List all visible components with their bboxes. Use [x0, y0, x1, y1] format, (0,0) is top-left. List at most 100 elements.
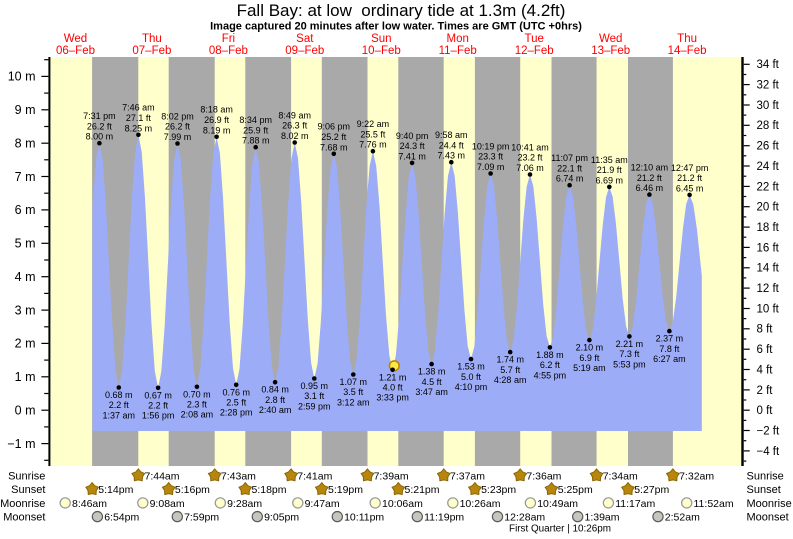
svg-text:2:08 am: 2:08 am: [181, 410, 214, 420]
svg-text:Moonrise: Moonrise: [0, 498, 45, 510]
svg-text:25.9 ft: 25.9 ft: [243, 125, 269, 135]
svg-text:07–Feb: 07–Feb: [132, 45, 171, 57]
svg-text:26.2 ft: 26.2 ft: [165, 122, 191, 132]
svg-text:26.3 ft: 26.3 ft: [282, 121, 308, 131]
svg-text:12:47 pm: 12:47 pm: [671, 163, 709, 173]
svg-text:22.1 ft: 22.1 ft: [557, 163, 583, 173]
svg-text:30 ft: 30 ft: [757, 100, 780, 112]
svg-text:2.21 m: 2.21 m: [616, 339, 644, 349]
svg-text:7:59pm: 7:59pm: [184, 512, 219, 524]
svg-text:1 m: 1 m: [15, 370, 36, 384]
svg-text:2.2 ft: 2.2 ft: [148, 401, 169, 411]
svg-text:8:46am: 8:46am: [72, 498, 107, 510]
svg-text:6.69 m: 6.69 m: [596, 175, 624, 185]
svg-text:8:34 pm: 8:34 pm: [239, 115, 272, 125]
svg-text:3.5 ft: 3.5 ft: [343, 387, 364, 397]
svg-text:3.1 ft: 3.1 ft: [304, 391, 325, 401]
svg-text:4:28 am: 4:28 am: [494, 375, 527, 385]
svg-text:21.2 ft: 21.2 ft: [637, 173, 663, 183]
svg-text:1.38 m: 1.38 m: [418, 367, 446, 377]
svg-text:4 m: 4 m: [15, 270, 36, 284]
svg-text:1:37 am: 1:37 am: [103, 410, 136, 420]
svg-text:Thu: Thu: [677, 33, 697, 45]
svg-text:3 m: 3 m: [15, 303, 36, 317]
svg-text:Sunset: Sunset: [747, 484, 781, 496]
svg-text:2 ft: 2 ft: [757, 385, 774, 397]
svg-text:Tue: Tue: [525, 33, 544, 45]
svg-text:1.07 m: 1.07 m: [340, 377, 368, 387]
svg-text:11:35 am: 11:35 am: [591, 155, 628, 165]
svg-text:1:56 pm: 1:56 pm: [142, 411, 175, 421]
svg-text:Image captured 20 minutes afte: Image captured 20 minutes after low wate…: [210, 21, 582, 33]
svg-text:10 ft: 10 ft: [757, 303, 780, 315]
svg-text:7:39am: 7:39am: [374, 470, 409, 482]
svg-text:26.9 ft: 26.9 ft: [204, 115, 230, 125]
svg-text:2.3 ft: 2.3 ft: [187, 400, 208, 410]
svg-text:1:39am: 1:39am: [585, 512, 620, 524]
svg-text:1.21 m: 1.21 m: [379, 372, 407, 382]
svg-text:0.95 m: 0.95 m: [301, 381, 329, 391]
svg-text:5:23pm: 5:23pm: [481, 484, 516, 496]
svg-text:3:12 am: 3:12 am: [337, 397, 370, 407]
svg-text:5.7 ft: 5.7 ft: [500, 365, 521, 375]
svg-text:2:40 am: 2:40 am: [259, 405, 292, 415]
svg-text:8:18 am: 8:18 am: [200, 105, 233, 115]
svg-text:9:05pm: 9:05pm: [264, 512, 299, 524]
svg-text:Moonrise: Moonrise: [747, 498, 792, 510]
svg-text:6.2 ft: 6.2 ft: [540, 360, 561, 370]
svg-text:3:47 am: 3:47 am: [415, 387, 448, 397]
svg-text:2:28 pm: 2:28 pm: [220, 408, 253, 418]
svg-text:7.43 m: 7.43 m: [438, 151, 466, 161]
svg-text:27.1 ft: 27.1 ft: [126, 113, 152, 123]
svg-text:4 ft: 4 ft: [757, 364, 774, 376]
svg-text:9:47am: 9:47am: [305, 498, 340, 510]
svg-text:2.5 ft: 2.5 ft: [226, 398, 247, 408]
svg-text:6.46 m: 6.46 m: [636, 183, 664, 193]
svg-text:5:19 am: 5:19 am: [573, 363, 606, 373]
svg-text:5:21pm: 5:21pm: [405, 484, 440, 496]
svg-text:21.2 ft: 21.2 ft: [677, 173, 703, 183]
svg-text:8 m: 8 m: [15, 137, 36, 151]
svg-text:10:41 am: 10:41 am: [511, 142, 549, 152]
svg-text:10:19 pm: 10:19 pm: [472, 141, 510, 151]
svg-text:11:52am: 11:52am: [694, 498, 734, 510]
svg-text:7.99 m: 7.99 m: [164, 132, 192, 142]
svg-text:6 m: 6 m: [15, 203, 36, 217]
svg-text:24.3 ft: 24.3 ft: [400, 141, 426, 151]
svg-text:5:27pm: 5:27pm: [634, 484, 669, 496]
svg-text:1.53 m: 1.53 m: [457, 362, 485, 372]
svg-text:8.00 m: 8.00 m: [86, 132, 114, 142]
svg-text:9:28am: 9:28am: [227, 498, 262, 510]
svg-text:−2 ft: −2 ft: [757, 425, 781, 437]
svg-text:4.0 ft: 4.0 ft: [383, 383, 404, 393]
svg-text:2.10 m: 2.10 m: [576, 343, 604, 353]
svg-text:Moonset: Moonset: [747, 512, 789, 524]
svg-text:14 ft: 14 ft: [757, 263, 780, 275]
svg-text:0.68 m: 0.68 m: [105, 390, 133, 400]
svg-text:Fall Bay: at low ordinary tid: Fall Bay: at low ordinary tide at 1.3m (…: [237, 1, 566, 20]
svg-text:6:27 am: 6:27 am: [653, 354, 686, 364]
svg-text:12–Feb: 12–Feb: [515, 45, 554, 57]
svg-text:5:16pm: 5:16pm: [175, 484, 210, 496]
svg-text:16 ft: 16 ft: [757, 242, 780, 254]
svg-text:7.09 m: 7.09 m: [477, 162, 505, 172]
svg-text:10:06am: 10:06am: [382, 498, 423, 510]
svg-text:−4 ft: −4 ft: [757, 446, 781, 458]
svg-text:7:32am: 7:32am: [679, 470, 714, 482]
svg-text:4:10 pm: 4:10 pm: [455, 382, 488, 392]
svg-text:7:44am: 7:44am: [145, 470, 180, 482]
svg-text:5:53 pm: 5:53 pm: [613, 359, 646, 369]
svg-text:Mon: Mon: [447, 33, 469, 45]
svg-text:8.25 m: 8.25 m: [125, 123, 153, 133]
svg-text:7:36am: 7:36am: [526, 470, 561, 482]
svg-text:7.88 m: 7.88 m: [242, 136, 270, 146]
svg-text:12:10 am: 12:10 am: [631, 163, 669, 173]
svg-text:8:02 pm: 8:02 pm: [161, 111, 194, 121]
svg-text:2.37 m: 2.37 m: [656, 334, 684, 344]
svg-text:6.45 m: 6.45 m: [676, 183, 704, 193]
svg-text:2:59 pm: 2:59 pm: [298, 401, 331, 411]
svg-text:9 m: 9 m: [15, 103, 36, 117]
svg-text:8 ft: 8 ft: [757, 324, 774, 336]
svg-text:7:46 am: 7:46 am: [122, 103, 155, 113]
svg-text:11:07 pm: 11:07 pm: [551, 153, 588, 163]
